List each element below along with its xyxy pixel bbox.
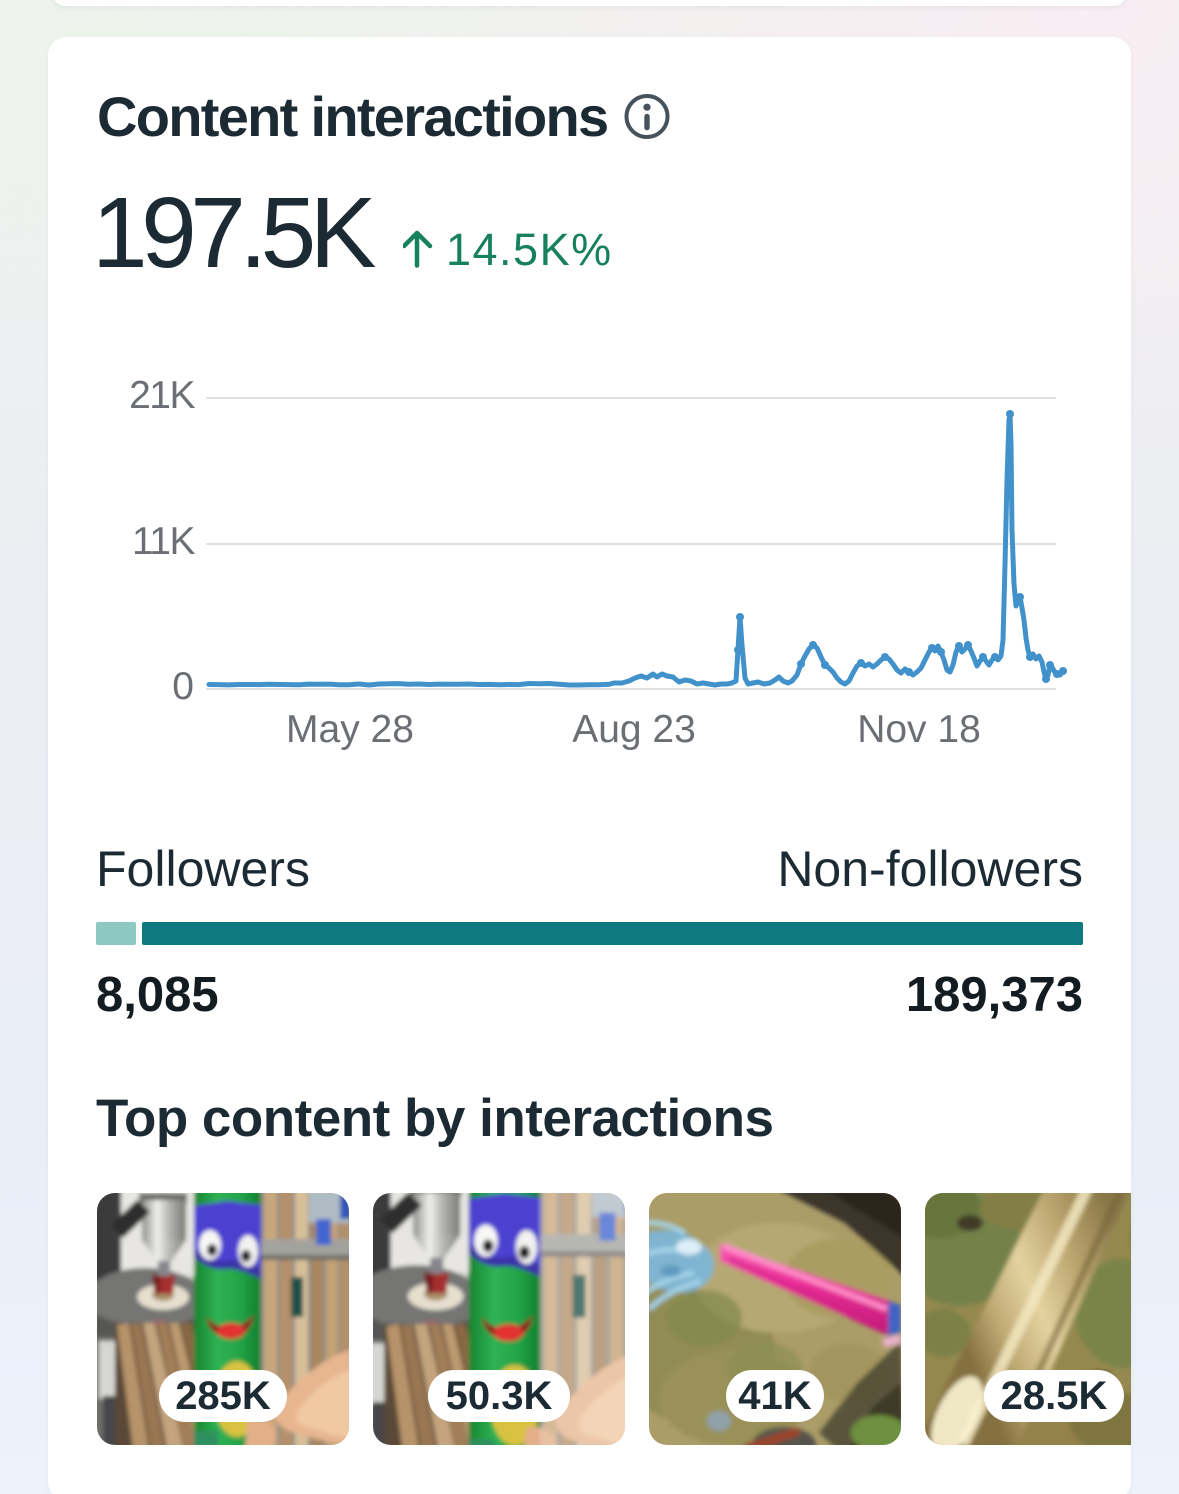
svg-text:0: 0 xyxy=(172,665,194,708)
svg-text:11K: 11K xyxy=(132,520,195,563)
svg-text:May 28: May 28 xyxy=(286,708,414,751)
svg-text:21K: 21K xyxy=(129,374,195,417)
svg-text:Aug 23: Aug 23 xyxy=(572,708,696,751)
svg-text:Nov 18: Nov 18 xyxy=(857,708,981,751)
